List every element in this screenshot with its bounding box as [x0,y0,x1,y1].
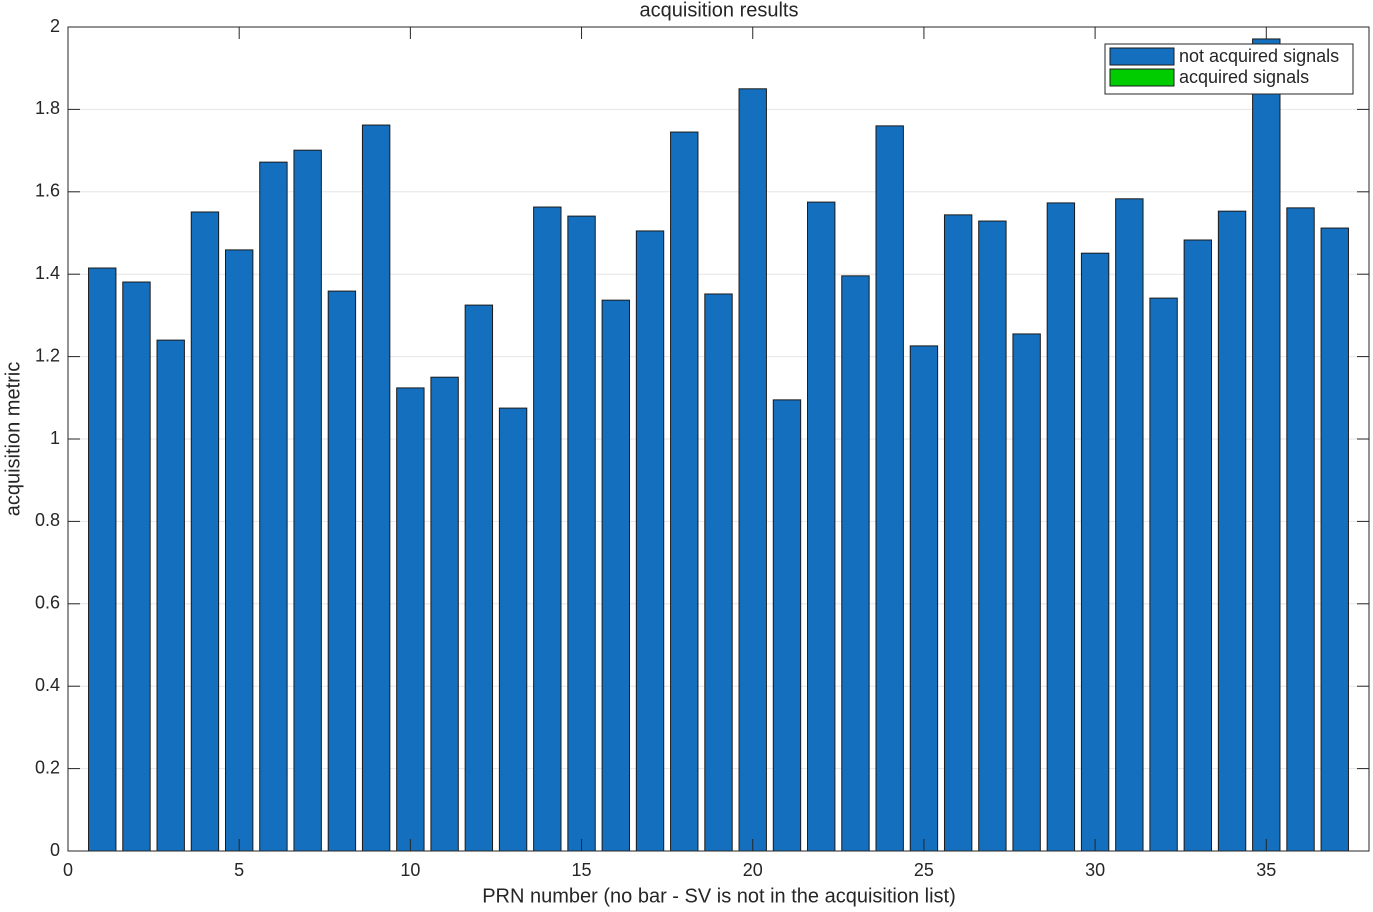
bar [361,124,391,852]
y-tick-label: 1.8 [35,98,60,118]
bar [841,275,870,852]
legend-swatch [1109,47,1175,66]
y-tick-label: 1.2 [35,345,60,365]
bar [738,88,767,852]
x-tick-label: 15 [572,860,592,880]
bar [156,339,185,852]
bar [464,304,494,852]
bar [190,211,220,852]
y-tick-label: 2 [50,16,60,36]
bar [670,131,699,852]
y-tick-label: 1.4 [35,263,60,283]
bar [224,249,254,852]
bar [1115,198,1144,852]
y-axis-label: acquisition metric [2,362,24,517]
bar [635,230,665,852]
bar [396,387,425,852]
bar [807,201,836,852]
legend-label: not acquired signals [1179,46,1339,66]
bar [1217,210,1247,852]
bar [1183,239,1213,852]
x-tick-label: 5 [234,860,244,880]
x-tick-label: 25 [914,860,934,880]
chart-title: acquisition results [640,0,799,21]
y-tick-label: 1 [50,428,60,448]
legend-swatch [1109,68,1175,87]
legend-label: acquired signals [1179,67,1309,87]
bar [430,376,459,852]
bar [943,214,973,852]
bar [1080,252,1110,852]
y-tick-label: 0.2 [35,757,60,777]
x-tick-label: 35 [1256,860,1276,880]
bar [122,281,151,852]
bar [327,290,357,852]
y-tick-label: 0.4 [35,675,60,695]
y-tick-label: 0.8 [35,510,60,530]
bar [601,299,630,852]
x-tick-label: 30 [1085,860,1105,880]
y-tick-label: 1.6 [35,181,60,201]
x-tick-label: 20 [743,860,763,880]
bar [259,161,288,852]
bar [567,215,596,852]
bar [88,267,117,852]
bar [1320,227,1349,852]
bar [1149,297,1178,852]
bar [1286,207,1315,852]
bar [1012,333,1041,852]
x-tick-label: 0 [63,860,73,880]
bar [909,345,939,852]
bar [498,407,528,852]
bar [293,149,322,852]
bar [1046,202,1076,852]
bar [978,220,1007,852]
x-tick-label: 10 [400,860,420,880]
bar [704,293,733,852]
bar [875,125,904,852]
bar [772,399,802,852]
x-axis-label: PRN number (no bar - SV is not in the ac… [482,885,956,907]
y-tick-label: 0 [50,840,60,860]
y-tick-label: 0.6 [35,593,60,613]
bar [533,206,562,852]
bar [1252,38,1281,852]
